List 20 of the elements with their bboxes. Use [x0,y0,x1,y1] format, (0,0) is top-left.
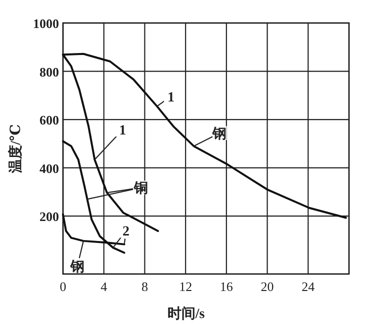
x-tick-label: 24 [302,279,316,294]
annotation: 1 [119,124,126,139]
annotation: 1 [167,90,174,106]
annotation: 铜 [132,180,148,197]
annotation: 钢 [69,258,84,275]
x-tick-label: 4 [100,279,108,294]
x-tick-label: 12 [179,279,192,294]
x-tick-label: 16 [220,279,234,294]
y-tick-label: 400 [40,160,59,176]
x-tick-label: 0 [60,279,66,294]
annotation: 钢 [212,126,227,142]
y-axis-title: 温度/℃ [7,124,24,174]
x-tick-label: 20 [260,279,274,294]
y-tick-label: 800 [40,64,59,80]
y-tick-label: 600 [40,112,59,128]
x-axis-title: 时间/s [167,306,206,322]
y-tick-label: 200 [40,209,59,224]
y-tick-label: 1000 [33,16,59,31]
annotation: 2 [122,224,130,240]
x-tick-label: 8 [141,279,148,294]
